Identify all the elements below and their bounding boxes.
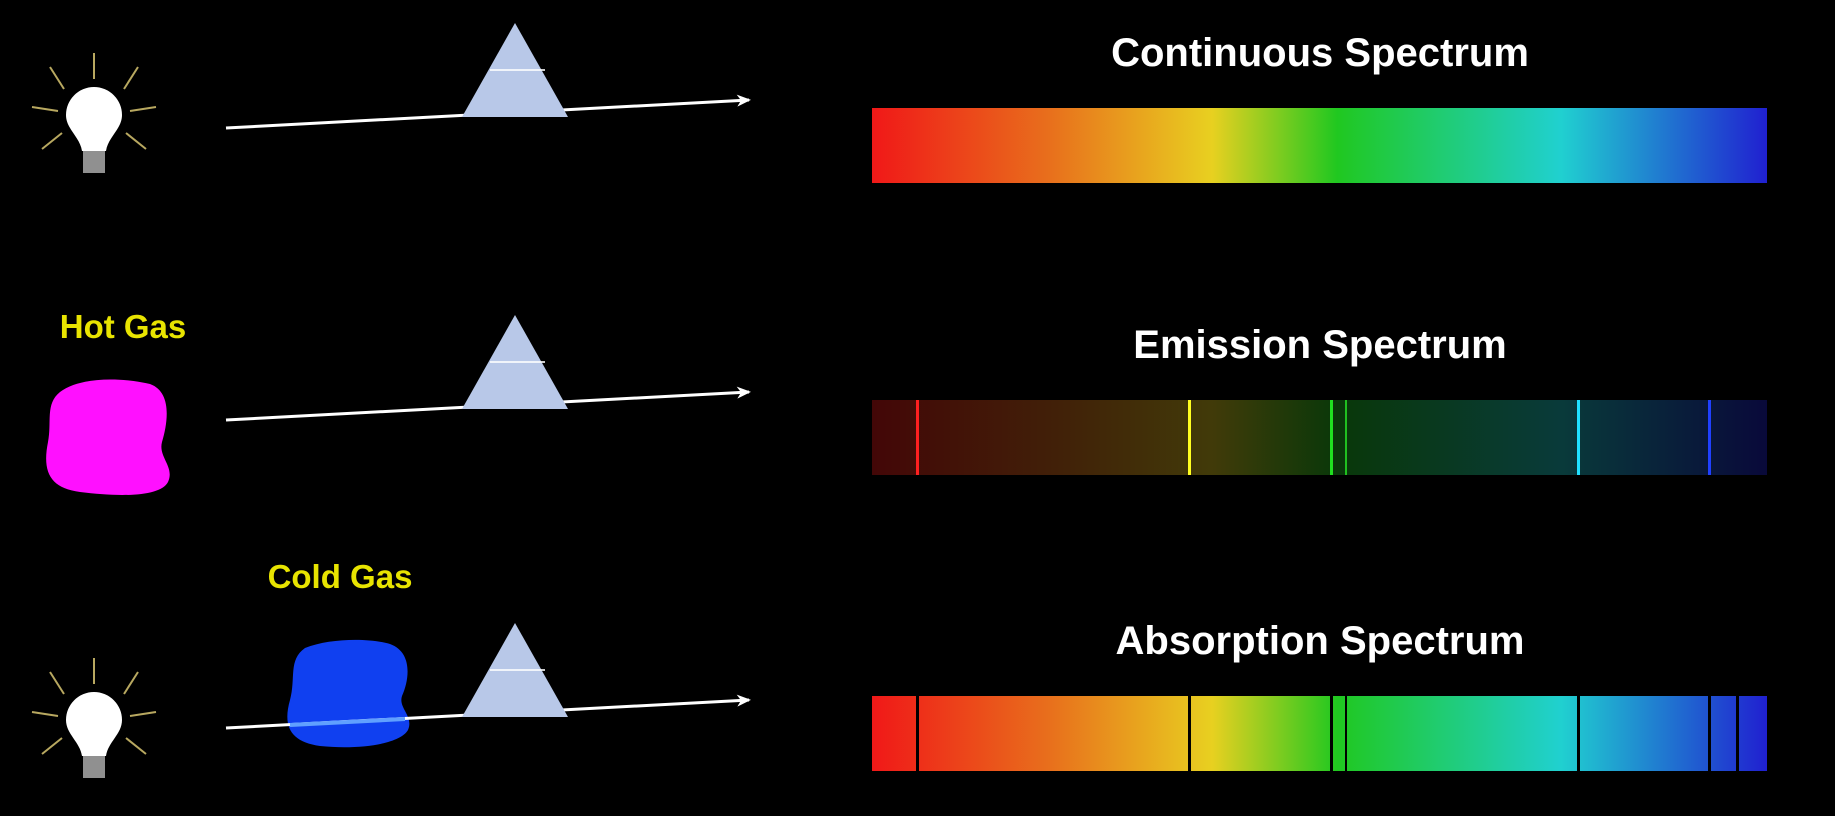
absorption-line <box>1577 696 1580 771</box>
source-label: Cold Gas <box>268 558 413 595</box>
row-absorption: Cold Gas Absorption Spectrum <box>31 558 1767 779</box>
cold-gas-cloud <box>287 639 410 748</box>
absorption-line <box>1345 696 1347 771</box>
absorption-spectrum <box>872 696 1767 771</box>
light-ray <box>289 717 406 727</box>
row-continuous: Continuous Spectrum <box>31 23 1767 183</box>
emission-line <box>1188 400 1191 475</box>
emission-line <box>916 400 919 475</box>
absorption-line <box>1188 696 1191 771</box>
source-label: Hot Gas <box>60 308 187 345</box>
emission-line <box>1708 400 1711 475</box>
spectrum-title: Continuous Spectrum <box>1111 31 1529 75</box>
continuous-spectrum <box>872 108 1767 183</box>
light-bulb <box>31 52 157 174</box>
hot-gas-cloud <box>46 379 170 495</box>
absorption-line <box>1736 696 1739 771</box>
emission-line <box>1345 400 1347 475</box>
row-emission: Hot Gas Emission Spectrum <box>46 308 1767 495</box>
emission-line <box>1330 400 1333 475</box>
emission-lines <box>916 400 1711 475</box>
light-bulb <box>31 657 157 779</box>
absorption-line <box>1330 696 1333 771</box>
spectrum-title: Emission Spectrum <box>1133 323 1506 367</box>
emission-spectrum <box>872 400 1767 475</box>
absorption-line <box>1708 696 1711 771</box>
absorption-lines <box>916 696 1739 771</box>
absorption-line <box>916 696 919 771</box>
emission-line <box>1577 400 1580 475</box>
spectrum-title: Absorption Spectrum <box>1116 619 1525 663</box>
